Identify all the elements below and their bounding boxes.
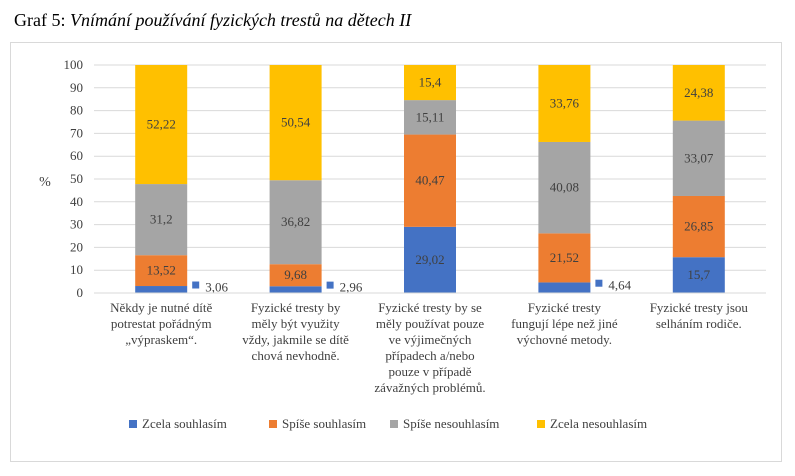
x-category-label: měly být využity	[252, 316, 341, 331]
bar-segment	[269, 65, 322, 181]
x-category-label: Fyzické tresty	[528, 300, 602, 315]
x-category-label: chová nevhodně.	[252, 348, 340, 363]
data-label: 40,08	[550, 180, 579, 195]
data-label: 4,64	[608, 278, 631, 293]
bar-segment	[672, 257, 725, 293]
x-category-label: případech a/nebo	[385, 348, 474, 363]
x-category-label: potrestat pořádným	[111, 316, 212, 331]
x-category-label: vždy, jakmile se dítě	[242, 332, 349, 347]
x-category-label: „výpraskem“.	[125, 332, 197, 347]
data-label: 29,02	[415, 252, 444, 267]
legend-label: Spíše souhlasím	[282, 416, 366, 431]
data-label: 2,96	[340, 280, 363, 295]
bar-segment	[404, 65, 456, 101]
y-tick-label: 80	[70, 103, 83, 118]
data-label: 33,76	[550, 95, 580, 110]
y-tick-label: 30	[70, 217, 83, 232]
y-tick-label: 70	[70, 125, 83, 140]
y-tick-label: 100	[64, 57, 84, 72]
legend-swatch	[390, 420, 398, 428]
legend-swatch	[129, 420, 137, 428]
bar-segment	[538, 282, 591, 293]
bar-segment	[269, 180, 322, 265]
data-label: 50,54	[281, 115, 311, 130]
bar-segment	[135, 286, 188, 293]
chart-frame: 0 10 20 30 40 50 60 70 80 90 100% 3,06 13,52 31,2 52,2…	[10, 42, 782, 462]
bar-segment	[135, 184, 188, 256]
y-tick-label: 10	[70, 262, 83, 277]
data-label: 26,85	[684, 219, 713, 234]
y-tick-label: 0	[77, 285, 84, 300]
data-label: 33,07	[684, 150, 714, 165]
stacked-bar-chart: 0 10 20 30 40 50 60 70 80 90 100% 3,06 13,52 31,2 52,2…	[39, 57, 766, 431]
y-tick-label: 40	[70, 194, 83, 209]
bar-segment	[538, 65, 591, 142]
data-label: 31,2	[150, 212, 173, 227]
x-category-label: Někdy je nutné dítě	[110, 300, 212, 315]
x-category-label: závažných problémů.	[374, 380, 485, 395]
data-label: 13,52	[147, 263, 176, 278]
data-label-marker	[595, 279, 603, 287]
data-label: 3,06	[205, 280, 228, 295]
data-label: 15,4	[419, 75, 442, 90]
bar-segment	[538, 233, 591, 283]
x-category-label: Fyzické tresty jsou	[650, 300, 749, 315]
data-label: 9,68	[284, 267, 307, 282]
bar-segment	[135, 65, 188, 185]
legend-swatch	[537, 420, 545, 428]
bar-segment	[135, 255, 188, 287]
data-label: 40,47	[415, 173, 445, 188]
x-category-label: měly používat pouze	[376, 316, 485, 331]
bar-segment	[672, 195, 725, 258]
legend-label: Zcela nesouhlasím	[550, 416, 647, 431]
x-category-label: fungují lépe než jiné	[511, 316, 618, 331]
x-category-label: výchovné metody.	[517, 332, 612, 347]
legend-label: Spíše nesouhlasím	[403, 416, 499, 431]
data-label: 21,52	[550, 250, 579, 265]
x-category-label: ve výjimečných	[389, 332, 472, 347]
bar-segment	[672, 65, 725, 121]
bar-segment	[269, 286, 322, 293]
chart-title: Graf 5: Vnímání používání fyzických tres…	[14, 10, 411, 31]
x-category-label: selháním rodiče.	[656, 316, 742, 331]
legend-label: Zcela souhlasím	[142, 416, 227, 431]
data-label-marker	[326, 281, 334, 289]
data-label: 36,82	[281, 214, 310, 229]
y-tick-label: 90	[70, 80, 83, 95]
data-label: 15,11	[416, 109, 445, 124]
x-category-label: Fyzické tresty by	[251, 300, 341, 315]
data-label: 15,7	[687, 267, 710, 282]
bar-segment	[269, 264, 322, 287]
bar-segment	[538, 141, 591, 234]
y-axis-label: %	[39, 175, 51, 190]
title-prefix: Graf 5:	[14, 10, 70, 30]
y-tick-label: 50	[70, 171, 83, 186]
bar-segment	[404, 226, 456, 293]
y-tick-label: 60	[70, 148, 83, 163]
legend-swatch	[269, 420, 277, 428]
data-label: 24,38	[684, 85, 713, 100]
y-tick-label: 20	[70, 239, 83, 254]
bar-segment	[404, 100, 456, 135]
data-label: 52,22	[147, 117, 176, 132]
x-category-label: pouze v případě	[388, 364, 471, 379]
data-label-marker	[192, 281, 200, 289]
x-category-label: Fyzické tresty by se	[378, 300, 482, 315]
bar-segment	[672, 120, 725, 196]
bar-segment	[404, 134, 456, 227]
title-main: Vnímání používání fyzických trestů na dě…	[69, 10, 412, 30]
